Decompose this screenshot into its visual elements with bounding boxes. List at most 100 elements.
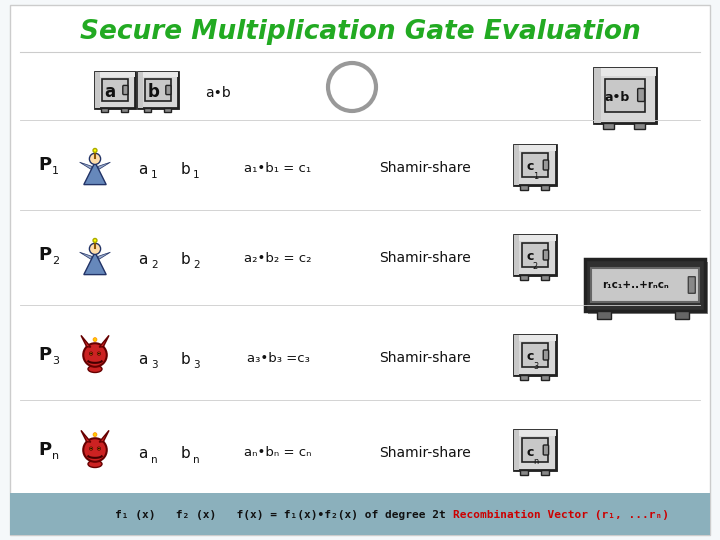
Text: n: n [193, 455, 199, 465]
Text: 2: 2 [52, 256, 59, 266]
FancyBboxPatch shape [138, 72, 178, 77]
Text: c: c [526, 446, 534, 458]
Polygon shape [98, 252, 110, 259]
Text: a: a [138, 352, 148, 367]
Text: a: a [104, 83, 116, 101]
FancyBboxPatch shape [514, 235, 519, 275]
Text: c: c [526, 251, 534, 264]
Circle shape [84, 438, 107, 462]
FancyBboxPatch shape [521, 438, 549, 462]
FancyBboxPatch shape [541, 185, 549, 190]
FancyBboxPatch shape [541, 470, 549, 475]
FancyBboxPatch shape [597, 311, 611, 319]
Polygon shape [84, 252, 107, 275]
FancyBboxPatch shape [638, 89, 644, 102]
FancyBboxPatch shape [95, 72, 135, 77]
Text: 1: 1 [533, 172, 538, 181]
FancyBboxPatch shape [10, 5, 710, 535]
FancyBboxPatch shape [514, 430, 556, 436]
Text: 3: 3 [151, 360, 158, 370]
Text: b: b [180, 447, 190, 462]
Polygon shape [99, 335, 109, 347]
Polygon shape [80, 162, 92, 169]
FancyBboxPatch shape [521, 275, 528, 280]
Text: 2: 2 [151, 260, 158, 270]
Text: 3: 3 [52, 356, 59, 366]
Text: 1: 1 [151, 170, 158, 180]
FancyBboxPatch shape [521, 243, 549, 267]
Text: Recombination Vector (r₁, ...rₙ): Recombination Vector (r₁, ...rₙ) [453, 510, 669, 520]
FancyBboxPatch shape [514, 335, 556, 375]
FancyBboxPatch shape [514, 145, 556, 185]
FancyBboxPatch shape [138, 72, 178, 108]
FancyBboxPatch shape [541, 275, 549, 280]
Circle shape [97, 447, 101, 450]
FancyBboxPatch shape [521, 470, 528, 475]
Circle shape [98, 353, 100, 354]
FancyBboxPatch shape [594, 68, 656, 76]
Circle shape [89, 447, 93, 450]
Polygon shape [99, 430, 109, 442]
FancyBboxPatch shape [514, 430, 556, 470]
FancyBboxPatch shape [514, 235, 556, 241]
Text: 2: 2 [193, 260, 199, 270]
Text: a₂•b₂ = c₂: a₂•b₂ = c₂ [244, 252, 312, 265]
Text: Shamir-share: Shamir-share [379, 351, 471, 365]
Text: a₁•b₁ = c₁: a₁•b₁ = c₁ [244, 161, 312, 174]
Text: 3: 3 [193, 360, 199, 370]
FancyBboxPatch shape [140, 74, 180, 110]
Circle shape [93, 148, 97, 152]
FancyBboxPatch shape [516, 147, 558, 187]
Text: b: b [180, 252, 190, 267]
Text: 2: 2 [533, 262, 538, 271]
Text: b: b [180, 161, 190, 177]
FancyBboxPatch shape [516, 337, 558, 377]
Text: 3: 3 [533, 362, 538, 371]
Text: a₃•b₃ =c₃: a₃•b₃ =c₃ [246, 352, 310, 365]
Text: a: a [138, 447, 148, 462]
Text: n: n [151, 455, 158, 465]
Circle shape [97, 352, 101, 355]
FancyBboxPatch shape [514, 235, 556, 275]
Circle shape [89, 243, 101, 254]
FancyBboxPatch shape [544, 445, 549, 455]
FancyBboxPatch shape [95, 72, 100, 108]
Circle shape [90, 448, 92, 449]
FancyBboxPatch shape [514, 145, 556, 151]
Polygon shape [81, 430, 91, 442]
FancyBboxPatch shape [544, 250, 549, 260]
FancyBboxPatch shape [585, 259, 705, 311]
Polygon shape [84, 162, 107, 185]
FancyBboxPatch shape [688, 276, 696, 293]
FancyBboxPatch shape [10, 493, 710, 535]
FancyBboxPatch shape [521, 375, 528, 380]
Text: 1: 1 [193, 170, 199, 180]
Circle shape [84, 343, 107, 367]
Circle shape [89, 153, 101, 165]
Ellipse shape [88, 461, 102, 468]
FancyBboxPatch shape [514, 430, 519, 470]
Polygon shape [98, 162, 110, 169]
FancyBboxPatch shape [588, 262, 708, 314]
Text: aₙ•bₙ = cₙ: aₙ•bₙ = cₙ [244, 447, 312, 460]
FancyBboxPatch shape [514, 145, 519, 185]
FancyBboxPatch shape [97, 74, 137, 110]
FancyBboxPatch shape [544, 350, 549, 360]
Polygon shape [81, 335, 91, 347]
Text: Shamir-share: Shamir-share [379, 446, 471, 460]
Text: f₁ (x)   f₂ (x)   f(x) = f₁(x)•f₂(x) of degree 2t: f₁ (x) f₂ (x) f(x) = f₁(x)•f₂(x) of degr… [115, 510, 446, 520]
Text: P: P [38, 156, 51, 174]
Text: P: P [38, 346, 51, 364]
FancyBboxPatch shape [521, 343, 549, 367]
FancyBboxPatch shape [594, 68, 656, 123]
FancyBboxPatch shape [603, 123, 614, 129]
FancyBboxPatch shape [123, 85, 128, 94]
FancyBboxPatch shape [514, 335, 556, 341]
FancyBboxPatch shape [514, 335, 519, 375]
Text: 1: 1 [52, 166, 59, 176]
FancyBboxPatch shape [144, 108, 151, 112]
Polygon shape [80, 252, 92, 259]
FancyBboxPatch shape [138, 72, 143, 108]
FancyBboxPatch shape [101, 108, 108, 112]
Text: a: a [138, 161, 148, 177]
